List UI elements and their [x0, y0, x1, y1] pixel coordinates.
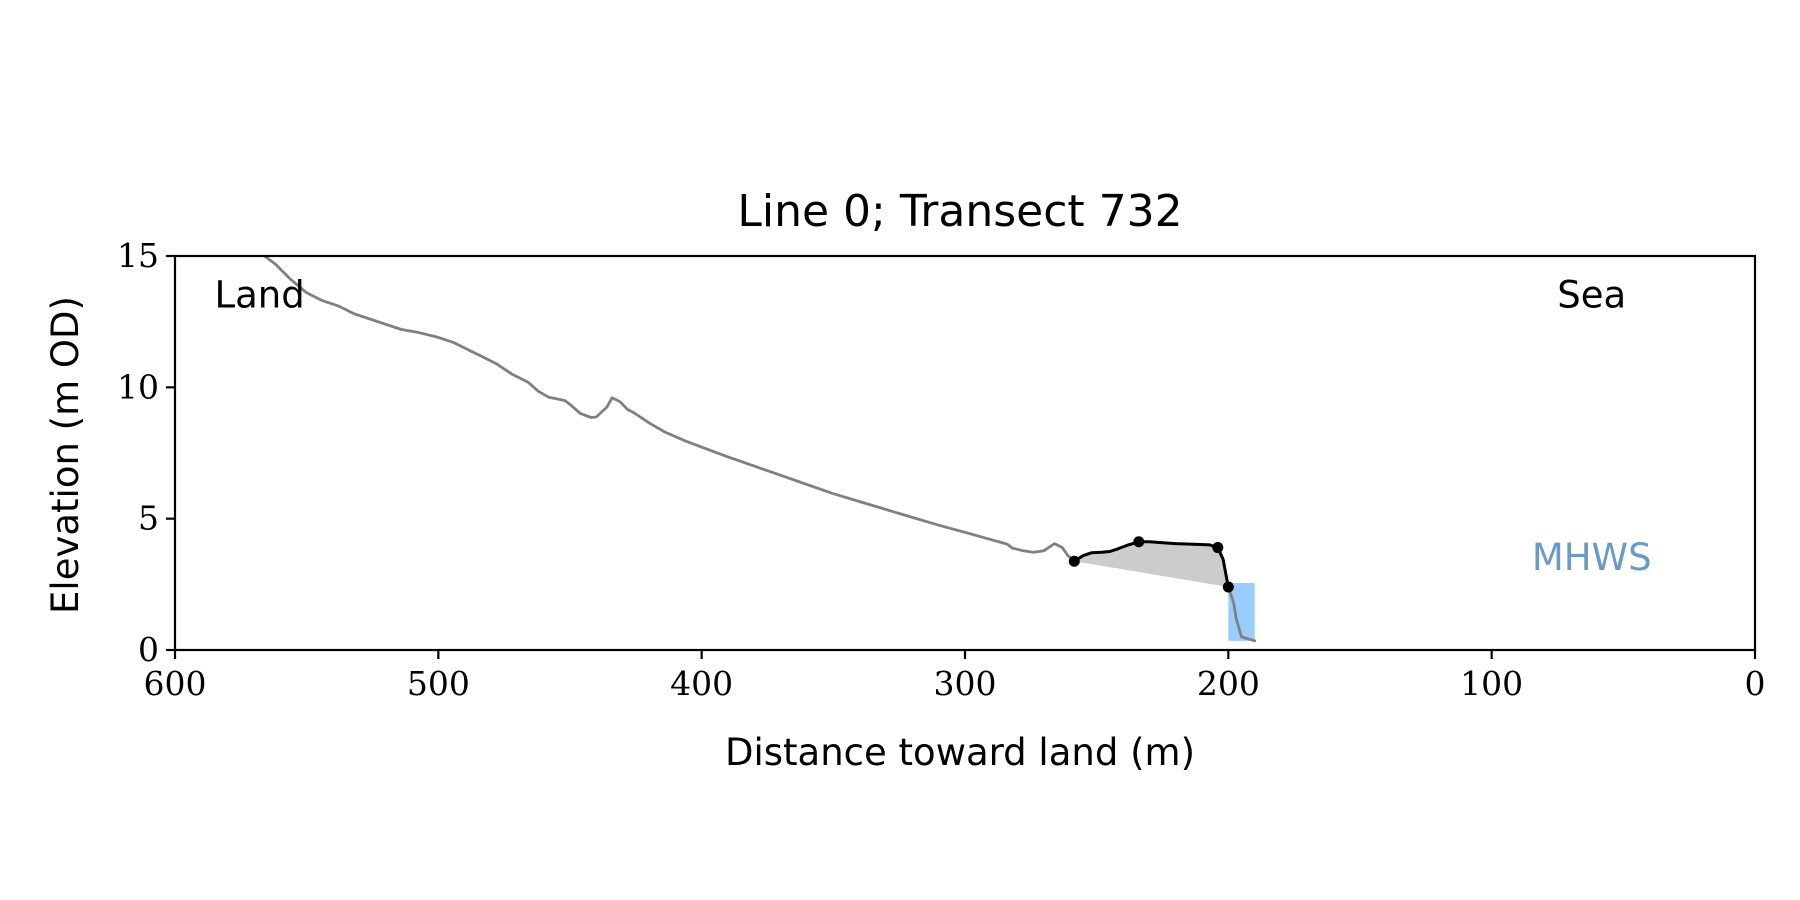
- y-tick-label-0: 0: [138, 630, 159, 669]
- x-tick-label-1: 500: [407, 664, 470, 703]
- plot-clip-group: [263, 256, 1257, 643]
- chart-title: Line 0; Transect 732: [737, 186, 1182, 237]
- x-axis-label: Distance toward land (m): [725, 731, 1195, 774]
- y-tick-label-1: 5: [138, 499, 159, 538]
- feature-marker-2: [1212, 542, 1224, 554]
- x-tick-label-5: 100: [1460, 664, 1523, 703]
- feature-marker-1: [1133, 536, 1145, 548]
- feature-marker-0: [1068, 555, 1080, 567]
- x-tick-label-4: 200: [1197, 664, 1260, 703]
- y-tick-label-2: 10: [117, 367, 159, 406]
- water-region: [1228, 583, 1255, 641]
- y-tick-label-3: 15: [117, 236, 159, 275]
- annotation-land: Land: [215, 273, 305, 316]
- x-tick-label-2: 400: [670, 664, 733, 703]
- x-tick-label-3: 300: [934, 664, 997, 703]
- plot-area: 600 500 400 300 200 100 0 0 5 10 15 Land Sea MHWS: [117, 236, 1766, 703]
- feature-marker-3: [1222, 581, 1234, 593]
- annotation-sea: Sea: [1557, 273, 1626, 316]
- shaded-region: [1074, 541, 1229, 587]
- x-tick-label-6: 0: [1745, 664, 1766, 703]
- x-tick-label-0: 600: [144, 664, 207, 703]
- profile-line-0: [263, 256, 1076, 563]
- plot-frame: [173, 254, 1757, 652]
- y-axis-label: Elevation (m OD): [44, 296, 87, 614]
- annotation-mhws: MHWS: [1532, 536, 1652, 579]
- profile-line-1: [1226, 585, 1257, 643]
